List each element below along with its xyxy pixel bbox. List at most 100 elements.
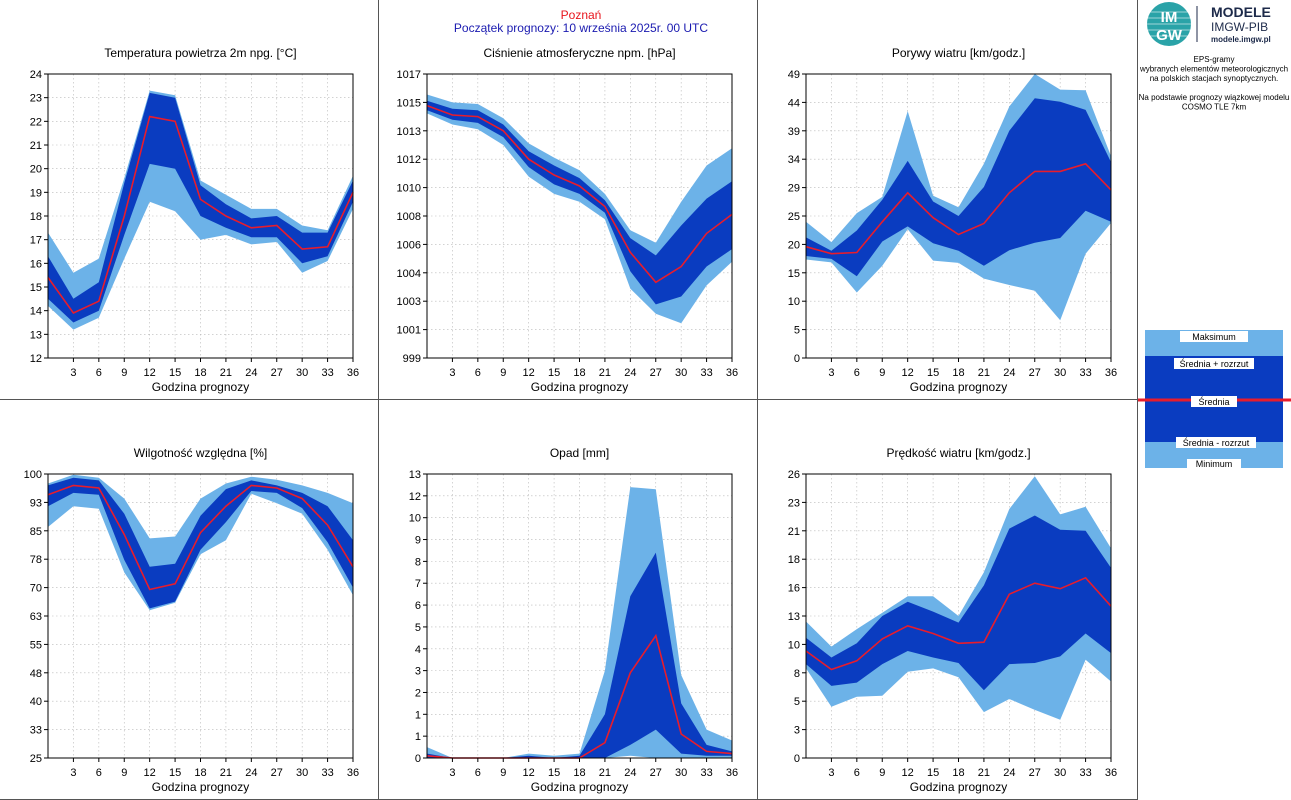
x-tick-label: 12	[144, 367, 156, 379]
x-tick-label: 9	[500, 767, 506, 779]
x-tick-label: 15	[548, 367, 560, 379]
legend-mean: Średnia	[1198, 396, 1229, 407]
info-line: EPS-gramy	[1194, 55, 1235, 64]
x-tick-label: 27	[271, 767, 283, 779]
x-tick-label: 3	[828, 767, 834, 779]
x-tick-label: 12	[144, 767, 156, 779]
y-tick-label: 1004	[397, 268, 421, 280]
x-tick-label: 3	[70, 767, 76, 779]
x-tick-label: 27	[271, 367, 283, 379]
y-tick-label: 33	[30, 725, 42, 737]
x-tick-label: 30	[296, 367, 308, 379]
legend-max: Maksimum	[1192, 332, 1236, 342]
mean-line	[47, 484, 354, 591]
chart-title: Prędkość wiatru [km/godz.]	[886, 446, 1030, 460]
y-tick-label: 7	[415, 578, 421, 590]
x-tick-label: 9	[121, 767, 127, 779]
x-tick-label: 15	[927, 767, 939, 779]
y-tick-label: 4	[415, 644, 421, 656]
y-tick-label: 1017	[397, 69, 421, 81]
spread-band	[806, 98, 1111, 277]
y-tick-label: 0	[794, 753, 800, 765]
x-axis-label: Godzina prognozy	[152, 780, 249, 794]
y-tick-label: 21	[30, 140, 42, 152]
x-axis-label: Godzina prognozy	[531, 380, 628, 394]
x-tick-label: 6	[96, 767, 102, 779]
y-tick-label: 29	[788, 183, 800, 195]
x-tick-label: 15	[169, 767, 181, 779]
y-tick-label: 19	[30, 187, 42, 199]
forecast-start: Początek prognozy: 10 września 2025r. 00…	[454, 21, 708, 35]
legend-min: Minimum	[1196, 459, 1233, 469]
y-tick-label: 10	[788, 296, 800, 308]
x-tick-label: 3	[828, 367, 834, 379]
x-tick-label: 6	[854, 767, 860, 779]
x-tick-label: 30	[296, 767, 308, 779]
x-tick-label: 33	[1079, 367, 1091, 379]
y-tick-label: 55	[30, 639, 42, 651]
y-tick-label: 70	[30, 583, 42, 595]
x-axis-label: Godzina prognozy	[910, 380, 1007, 394]
x-tick-label: 15	[548, 767, 560, 779]
y-tick-label: 18	[788, 554, 800, 566]
y-tick-label: 40	[30, 696, 42, 708]
x-tick-label: 24	[624, 367, 636, 379]
logo-badge-top: IM	[1161, 9, 1178, 26]
info-line: Na podstawie prognozy wiązkowej modelu	[1139, 93, 1290, 102]
y-tick-label: 1006	[397, 239, 421, 251]
logo: IM GW MODELE IMGW-PIB modele.imgw.pl	[1138, 0, 1291, 50]
x-tick-label: 36	[1105, 367, 1117, 379]
y-tick-label: 0	[794, 353, 800, 365]
x-tick-label: 27	[650, 767, 662, 779]
info-line: na polskich stacjach synoptycznych.	[1150, 74, 1279, 83]
x-tick-label: 6	[475, 367, 481, 379]
x-tick-label: 18	[194, 367, 206, 379]
y-tick-label: 48	[30, 668, 42, 680]
y-tick-label: 1008	[397, 211, 421, 223]
y-tick-label: 13	[788, 611, 800, 623]
x-tick-label: 24	[1003, 767, 1015, 779]
x-tick-label: 33	[700, 767, 712, 779]
x-tick-label: 21	[978, 767, 990, 779]
x-tick-label: 18	[573, 367, 585, 379]
x-tick-label: 24	[624, 767, 636, 779]
x-tick-label: 33	[700, 367, 712, 379]
x-tick-label: 30	[1054, 767, 1066, 779]
x-tick-label: 9	[121, 367, 127, 379]
spread-band	[48, 477, 353, 609]
y-tick-label: 39	[788, 126, 800, 138]
y-tick-label: 13	[409, 469, 421, 481]
chart-panel: 999 1001 1003 1004 1006 1008 1010 1012 1013 1015 1…	[397, 46, 739, 394]
x-tick-label: 6	[854, 367, 860, 379]
x-tick-label: 21	[599, 367, 611, 379]
x-tick-label: 21	[978, 367, 990, 379]
x-axis-label: Godzina prognozy	[531, 780, 628, 794]
y-tick-label: 5	[794, 325, 800, 337]
y-tick-label: 1003	[397, 296, 421, 308]
x-tick-label: 24	[245, 767, 257, 779]
x-tick-label: 15	[927, 367, 939, 379]
x-tick-label: 3	[70, 367, 76, 379]
x-axis-label: Godzina prognozy	[910, 780, 1007, 794]
x-tick-label: 18	[952, 367, 964, 379]
y-tick-label: 2	[415, 687, 421, 699]
y-tick-label: 93	[30, 497, 42, 509]
x-tick-label: 3	[449, 767, 455, 779]
y-tick-label: 15	[30, 282, 42, 294]
y-tick-label: 10	[788, 639, 800, 651]
x-tick-label: 30	[675, 367, 687, 379]
y-tick-label: 1001	[397, 325, 421, 337]
y-tick-label: 21	[788, 526, 800, 538]
mean-line	[805, 576, 1112, 671]
x-axis-label: Godzina prognozy	[152, 380, 249, 394]
y-tick-label: 22	[30, 116, 42, 128]
x-tick-label: 36	[726, 367, 738, 379]
x-tick-label: 24	[1003, 367, 1015, 379]
chart-title: Porywy wiatru [km/godz.]	[892, 46, 1025, 60]
y-tick-label: 1010	[397, 183, 421, 195]
y-tick-label: 63	[30, 611, 42, 623]
